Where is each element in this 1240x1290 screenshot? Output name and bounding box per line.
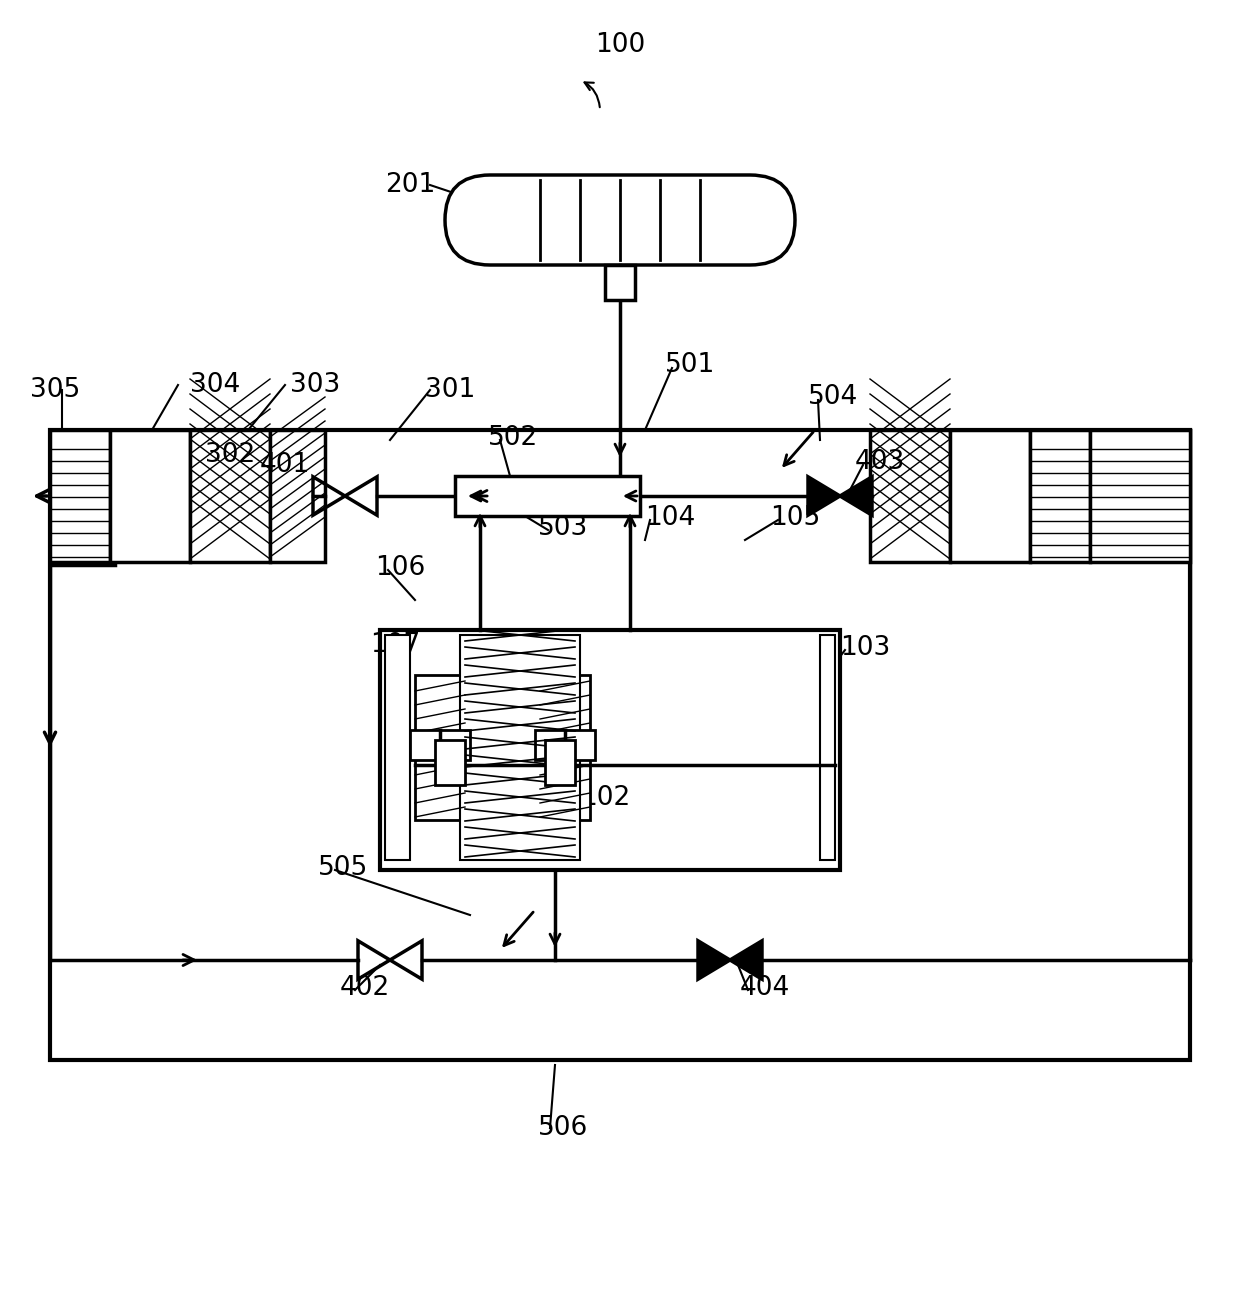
Bar [435,740,465,786]
Bar [384,635,410,860]
Bar [379,630,839,869]
Bar [455,476,640,516]
Polygon shape [808,477,839,515]
Bar [1030,430,1090,562]
Bar [50,430,1190,1060]
Bar [410,730,470,760]
Text: 304: 304 [190,372,241,399]
Text: 404: 404 [740,975,790,1001]
Text: 100: 100 [595,32,645,58]
Bar [110,430,190,562]
Text: 103: 103 [839,635,890,660]
Bar [950,430,1030,562]
Text: 301: 301 [425,377,475,402]
Polygon shape [698,940,730,979]
Bar [539,675,590,820]
Bar [546,740,575,786]
Bar [870,430,950,562]
Bar [190,430,270,562]
Text: 502: 502 [489,424,538,452]
Text: 101: 101 [527,786,578,811]
Text: 102: 102 [580,786,630,811]
Bar [50,430,110,562]
Text: 305: 305 [30,377,81,402]
Bar [605,264,635,301]
Text: 106: 106 [374,555,425,581]
Text: 105: 105 [770,504,820,531]
Bar [820,635,835,860]
Bar [50,430,115,565]
Text: 303: 303 [290,372,340,399]
Polygon shape [730,940,763,979]
Text: 403: 403 [856,449,905,475]
Bar [534,730,595,760]
Text: 506: 506 [538,1115,588,1140]
Text: 501: 501 [665,352,715,378]
Bar [1090,430,1190,562]
Bar [270,430,325,562]
Text: 107: 107 [370,632,420,658]
Text: 201: 201 [384,172,435,197]
Bar [460,635,580,860]
Text: 104: 104 [645,504,696,531]
Bar [415,675,465,820]
Text: 402: 402 [340,975,391,1001]
Text: 302: 302 [205,442,255,468]
Polygon shape [839,477,872,515]
Text: 504: 504 [808,384,858,410]
Text: 505: 505 [317,855,368,881]
Text: 401: 401 [260,451,310,479]
FancyBboxPatch shape [445,175,795,264]
Text: 503: 503 [538,515,588,541]
